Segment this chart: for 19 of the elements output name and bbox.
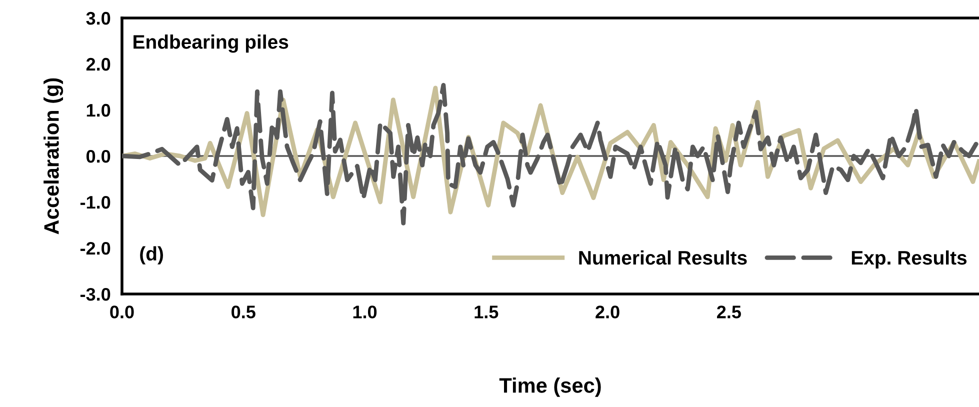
x-tick-label: 0.0 <box>110 306 134 318</box>
annotation: Endbearing piles <box>134 34 288 53</box>
y-tick-label: -3.0 <box>80 288 110 301</box>
annotation: (d) <box>140 246 163 264</box>
x-tick-label: 0.5 <box>232 306 256 318</box>
x-tick-label: 2.0 <box>596 306 620 318</box>
y-axis-title: Accelaration (g) <box>44 78 64 234</box>
y-tick-label: 3.0 <box>86 12 110 25</box>
y-tick-label: -1.0 <box>80 196 110 209</box>
y-tick-label: 2.0 <box>86 58 110 71</box>
x-axis-title: Time (sec) <box>499 378 601 397</box>
y-tick-label: -2.0 <box>80 242 110 255</box>
y-tick-label: 1.0 <box>86 104 110 117</box>
y-tick-label: 0.0 <box>86 150 110 163</box>
x-tick-label: 1.0 <box>353 306 377 318</box>
x-tick-label: 1.5 <box>474 306 498 318</box>
legend-label: Exp. Results <box>852 250 967 269</box>
legend-label: Numerical Results <box>579 250 747 265</box>
x-tick-label: 2.5 <box>717 306 741 318</box>
